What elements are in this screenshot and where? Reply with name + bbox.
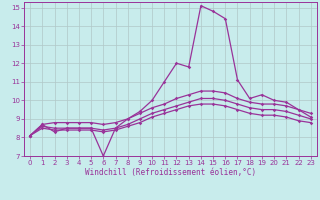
- X-axis label: Windchill (Refroidissement éolien,°C): Windchill (Refroidissement éolien,°C): [85, 168, 256, 177]
